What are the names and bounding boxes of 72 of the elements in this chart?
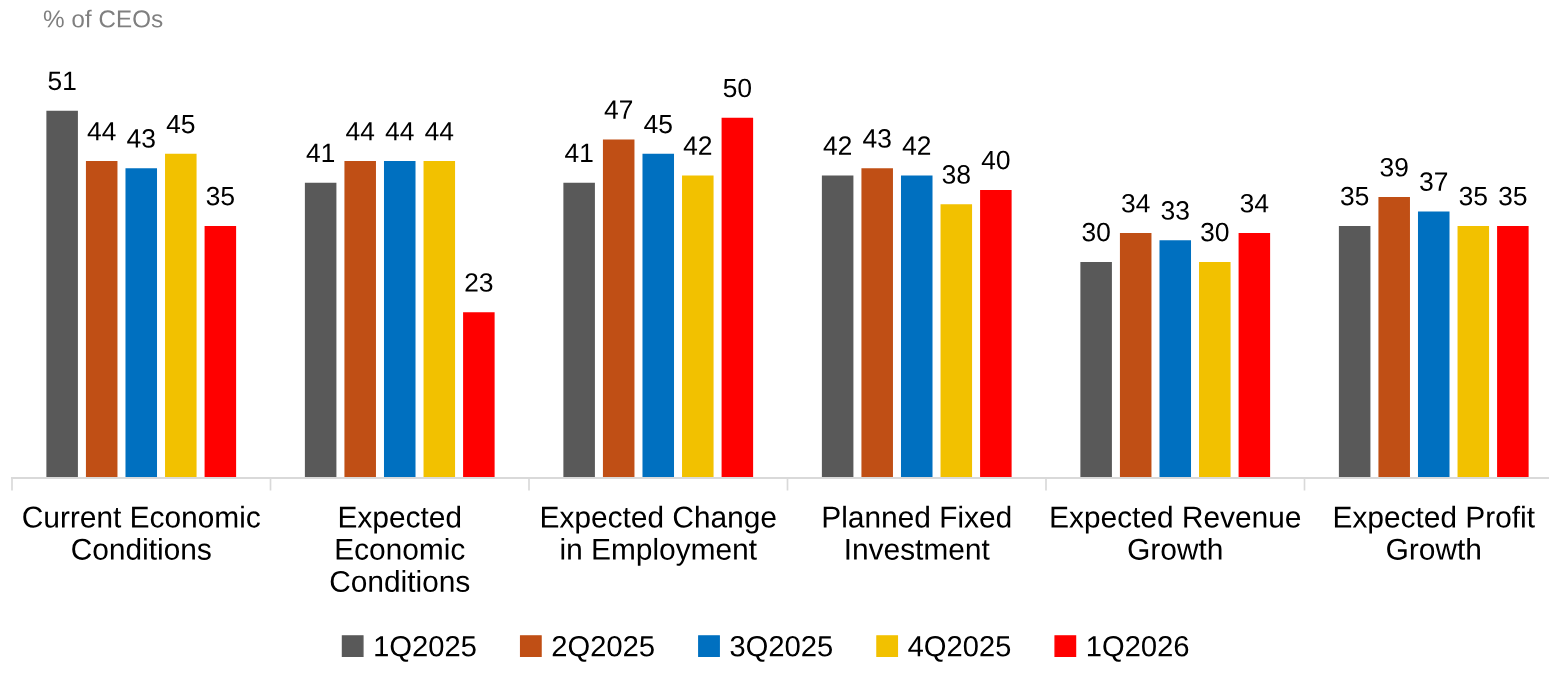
bar <box>900 175 933 478</box>
data-label: 42 <box>683 136 712 155</box>
bar <box>1159 240 1192 478</box>
data-label: 35 <box>1499 186 1527 206</box>
bar <box>721 117 754 478</box>
data-label: 41 <box>306 143 335 162</box>
data-label: 30 <box>1082 222 1110 242</box>
legend-label: 1Q2026 <box>1087 635 1189 662</box>
bar <box>1338 225 1371 478</box>
bar <box>46 110 78 478</box>
bar <box>1378 197 1410 478</box>
data-label: 43 <box>863 129 891 148</box>
bar <box>463 312 495 478</box>
data-label: 34 <box>1240 193 1269 213</box>
data-label: 35 <box>1459 186 1487 206</box>
data-label: 44 <box>87 122 116 141</box>
x-tick-label: Expected Change in Employment <box>542 505 776 566</box>
x-tick-label: Planned Fixed Investment <box>823 505 1011 560</box>
bar <box>861 168 893 478</box>
data-label: 39 <box>1380 157 1408 177</box>
data-label: 43 <box>127 129 155 148</box>
data-label: 51 <box>48 71 76 91</box>
bar <box>1417 211 1450 478</box>
legend-label: 3Q2025 <box>730 635 832 662</box>
bar <box>563 182 595 478</box>
data-label: 42 <box>823 136 851 155</box>
bar <box>204 225 237 478</box>
bar <box>1119 233 1152 478</box>
bar <box>1238 233 1271 478</box>
data-label: 42 <box>902 136 931 155</box>
data-label: 30 <box>1201 222 1229 242</box>
bar <box>821 175 854 478</box>
y-axis-title: % of CEOs <box>43 9 163 28</box>
data-label: 45 <box>166 114 195 134</box>
data-label: 40 <box>981 150 1010 170</box>
bar <box>682 175 714 478</box>
data-label: 35 <box>206 186 234 206</box>
data-label: 41 <box>565 143 593 162</box>
data-label: 38 <box>942 165 970 184</box>
bar <box>165 153 197 478</box>
bar <box>1497 225 1529 478</box>
bar <box>125 168 158 478</box>
x-tick-label: Expected Revenue Growth <box>1051 505 1301 560</box>
bar <box>980 189 1012 478</box>
data-label: 23 <box>465 273 493 292</box>
data-label: 34 <box>1122 193 1150 213</box>
bar <box>1457 225 1490 478</box>
bar <box>344 161 376 478</box>
data-label: 37 <box>1420 172 1448 191</box>
bar <box>423 161 456 478</box>
data-label: 44 <box>425 122 454 141</box>
x-tick-label: Expected Profit Growth <box>1334 505 1535 560</box>
bar <box>1199 261 1231 478</box>
bar <box>304 182 337 478</box>
data-label: 35 <box>1340 186 1369 206</box>
legend-label: 2Q2025 <box>552 635 654 662</box>
data-label: 33 <box>1161 201 1189 220</box>
bar <box>1080 261 1112 478</box>
data-label: 44 <box>346 122 375 141</box>
bar <box>940 204 973 478</box>
bar <box>602 139 635 478</box>
x-tick-label: Current Economic Conditions <box>23 505 260 560</box>
data-label: 47 <box>604 100 633 119</box>
bar <box>383 161 416 478</box>
bar <box>642 153 675 478</box>
data-label: 44 <box>385 122 414 141</box>
data-label: 45 <box>644 114 672 134</box>
legend-label: 1Q2025 <box>375 635 476 662</box>
x-tick-label: Expected Economic Conditions <box>330 505 470 593</box>
legend-label: 4Q2025 <box>908 635 1011 662</box>
bar <box>85 161 118 478</box>
data-label: 50 <box>723 78 751 98</box>
